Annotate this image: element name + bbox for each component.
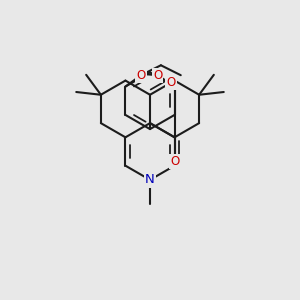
Text: O: O [136,69,146,82]
Text: H: H [136,69,145,79]
Text: N: N [145,173,155,186]
Text: O: O [153,69,162,82]
Text: O: O [166,76,176,89]
Text: O: O [170,155,179,168]
